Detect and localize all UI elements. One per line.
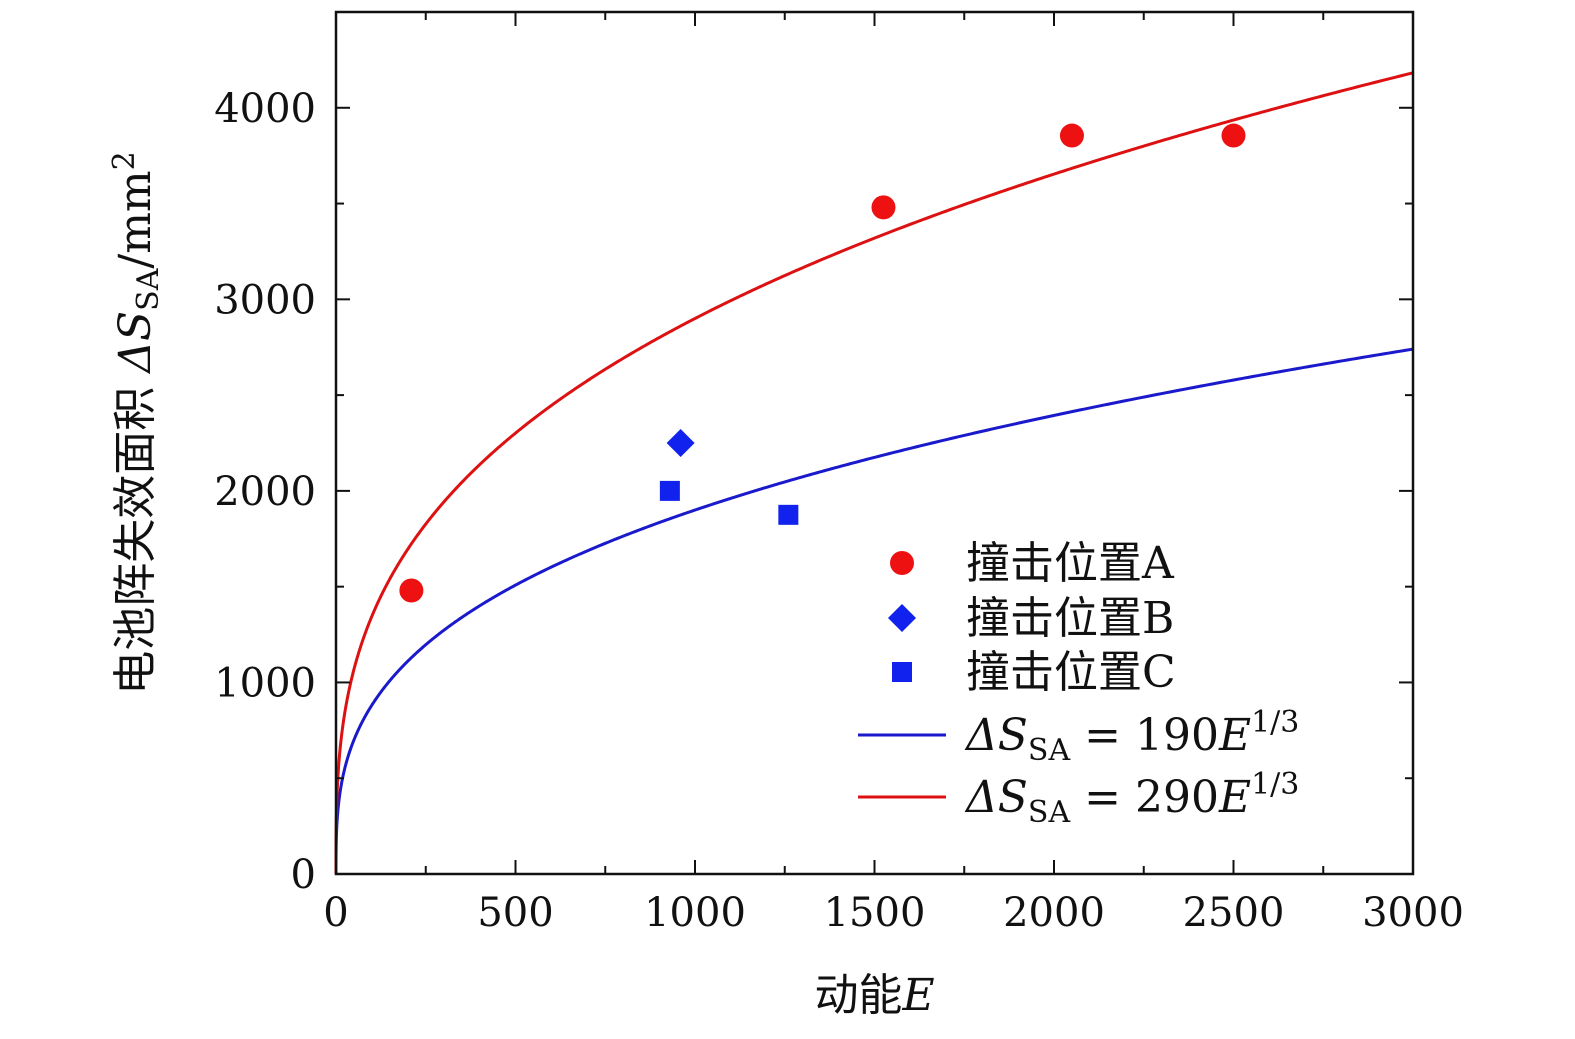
legend-symbol-square: [892, 662, 912, 682]
y-tick-label: 0: [291, 852, 316, 898]
data-point-square: [778, 504, 799, 525]
x-tick-label: 1500: [824, 890, 926, 936]
fit-290-var: E: [1218, 772, 1251, 823]
legend-label-fit-290: ΔSSA = 290E1/3: [964, 767, 1299, 830]
x-tick-label: 0: [323, 890, 348, 936]
y-axis-title-symbol: ΔS: [110, 311, 161, 375]
legend-symbol-circle: [890, 551, 914, 575]
fit-curve-290: [334, 71, 1414, 874]
legend-label-fit-190: ΔSSA = 190E1/3: [964, 705, 1299, 768]
legend-label-b: 撞击位置B: [966, 593, 1174, 644]
y-tick-label: 4000: [214, 86, 316, 132]
x-tick-label: 1000: [644, 890, 746, 936]
y-tick-label: 2000: [214, 469, 316, 515]
x-axis-title: 动能E: [814, 970, 934, 1021]
fit-290-sub: SA: [1028, 795, 1071, 830]
x-tick-label: 2500: [1183, 890, 1285, 936]
fit-curves: [334, 71, 1414, 874]
fit-190-sub: SA: [1028, 733, 1071, 768]
data-points: [399, 123, 1246, 603]
legend-label-a: 撞击位置A: [966, 538, 1175, 589]
data-point-circle: [1059, 123, 1084, 148]
fit-290-sup: 1/3: [1251, 767, 1299, 802]
data-point-circle: [1221, 123, 1246, 148]
fit-190-mid: = 190: [1070, 710, 1219, 761]
fit-190-var: E: [1218, 710, 1251, 761]
y-axis-title: 电池阵失效面积 ΔSSA/mm2: [107, 151, 166, 695]
plot-frame: [334, 10, 1415, 876]
x-axis-title-variable: E: [901, 970, 934, 1021]
y-tick-label: 3000: [214, 277, 316, 323]
legend-symbol-diamond: [888, 604, 916, 632]
legend-marker-square: [892, 662, 912, 682]
y-axis-title-superscript: 2: [107, 151, 142, 170]
fit-190-lhs: ΔS: [964, 710, 1028, 761]
legend-marker-diamond: [888, 604, 916, 632]
legend-entry-fit-290: ΔSSA = 290E1/3: [858, 767, 1299, 830]
data-point-diamond: [666, 429, 695, 457]
y-axis-title-unit: /mm: [110, 170, 161, 268]
x-tick-label: 2000: [1003, 890, 1105, 936]
legend: 撞击位置A 撞击位置B 撞击位置C ΔSSA = 190E1/3 ΔSSA = …: [858, 538, 1299, 830]
y-tick-label: 1000: [214, 660, 316, 706]
fit-curve-190: [334, 347, 1414, 874]
x-tick-label: 3000: [1362, 890, 1464, 936]
y-axis-title-prefix: 电池阵失效面积: [110, 373, 161, 695]
fit-290-mid: = 290: [1070, 772, 1219, 823]
legend-entry-a: 撞击位置A: [890, 538, 1175, 589]
fit-190-sup: 1/3: [1251, 705, 1299, 740]
data-point-circle: [399, 578, 424, 603]
fit-290-lhs: ΔS: [964, 772, 1028, 823]
legend-entry-fit-190: ΔSSA = 190E1/3: [858, 705, 1299, 768]
legend-label-c: 撞击位置C: [966, 647, 1176, 698]
legend-entry-c: 撞击位置C: [892, 647, 1176, 698]
x-axis-title-prefix: 动能: [814, 970, 902, 1021]
data-point-square: [659, 480, 680, 501]
legend-marker-circle: [890, 551, 914, 575]
y-axis-title-subscript: SA: [131, 268, 166, 311]
legend-entry-b: 撞击位置B: [888, 593, 1174, 644]
x-tick-label: 500: [477, 890, 553, 936]
data-point-circle: [871, 195, 896, 220]
axis-ticks: 0 500 1000 1500 2000 2500 3000 0 1000 2000 3000 400…: [214, 12, 1464, 936]
